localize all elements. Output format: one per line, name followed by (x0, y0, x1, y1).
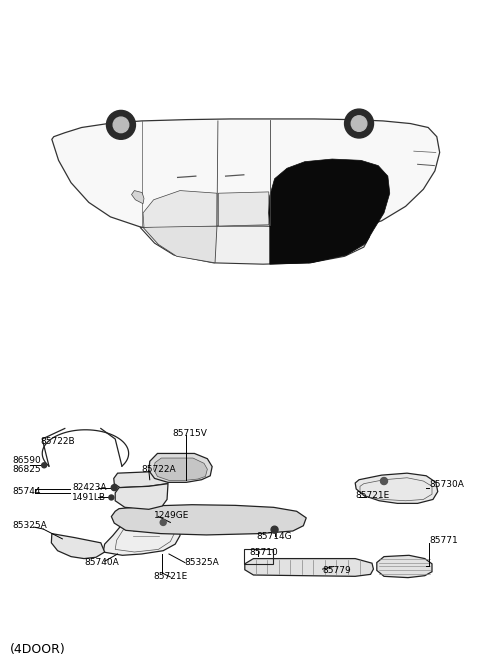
Text: 85730A: 85730A (430, 480, 465, 489)
Polygon shape (143, 226, 217, 263)
Circle shape (109, 495, 114, 500)
Polygon shape (218, 192, 269, 226)
Text: 85721E: 85721E (355, 491, 389, 500)
Polygon shape (154, 458, 207, 480)
Polygon shape (355, 473, 438, 503)
Text: 85710: 85710 (250, 548, 278, 556)
Text: 1249GE: 1249GE (154, 511, 189, 520)
Circle shape (160, 519, 166, 525)
Text: 85771: 85771 (430, 536, 458, 545)
Polygon shape (140, 226, 370, 264)
Text: 85744: 85744 (12, 487, 40, 496)
Polygon shape (143, 190, 217, 227)
Polygon shape (115, 484, 168, 509)
Circle shape (113, 117, 129, 132)
Text: 85740A: 85740A (84, 558, 119, 567)
Text: (4DOOR): (4DOOR) (10, 643, 65, 656)
Text: 85722A: 85722A (142, 465, 176, 474)
Text: 85325A: 85325A (12, 521, 47, 530)
Polygon shape (377, 556, 432, 578)
Circle shape (111, 484, 117, 490)
Circle shape (42, 463, 47, 468)
Circle shape (107, 111, 135, 139)
Polygon shape (245, 559, 373, 577)
Polygon shape (111, 505, 306, 535)
Text: 86825: 86825 (12, 465, 41, 474)
Circle shape (345, 109, 373, 138)
Text: 85721E: 85721E (153, 573, 188, 581)
Text: 85715V: 85715V (173, 429, 208, 438)
Text: 1491LB: 1491LB (72, 493, 106, 502)
Text: 86590: 86590 (12, 455, 41, 465)
Polygon shape (132, 190, 144, 204)
Polygon shape (52, 119, 440, 238)
Circle shape (381, 478, 387, 484)
Polygon shape (103, 509, 180, 556)
Polygon shape (308, 226, 370, 263)
Polygon shape (269, 159, 390, 264)
Circle shape (351, 116, 367, 131)
Text: 82423A: 82423A (72, 483, 107, 492)
Text: 85325A: 85325A (185, 558, 219, 567)
Polygon shape (51, 534, 105, 559)
Circle shape (381, 478, 387, 484)
Polygon shape (114, 468, 174, 488)
Text: 85714G: 85714G (257, 532, 292, 541)
Text: 85722B: 85722B (41, 437, 75, 446)
Polygon shape (149, 453, 212, 482)
Text: 85779: 85779 (323, 566, 351, 575)
Circle shape (271, 526, 278, 533)
